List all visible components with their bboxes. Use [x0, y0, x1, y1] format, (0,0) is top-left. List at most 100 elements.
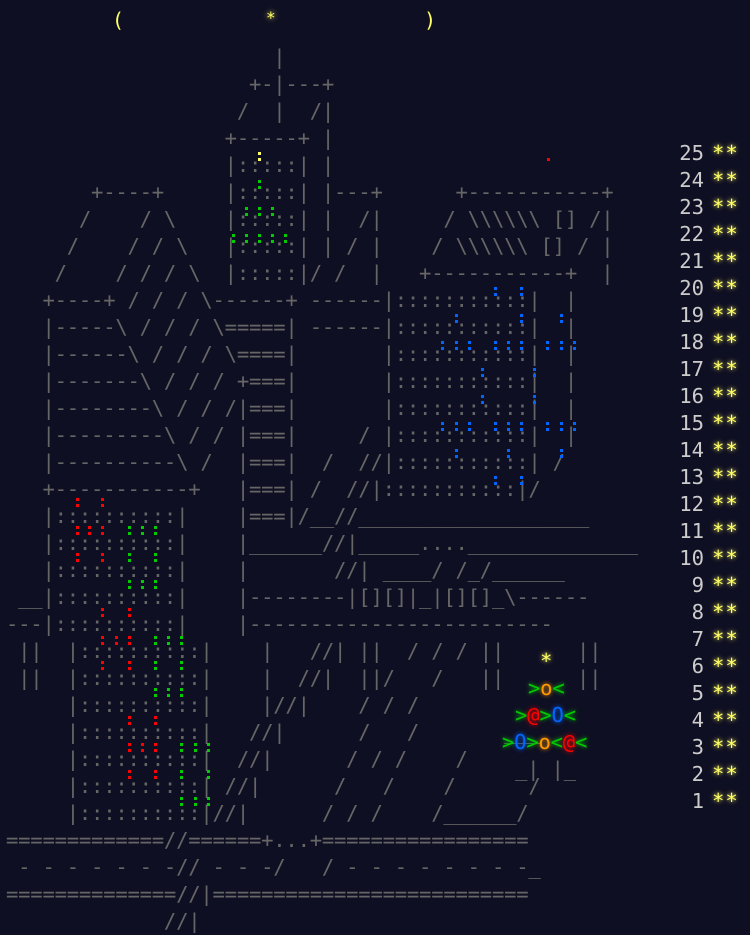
window-light [560, 422, 563, 425]
day-number: 13 [679, 465, 704, 489]
day-stars: ** [712, 762, 739, 786]
window-light [76, 526, 79, 529]
window-light [154, 642, 157, 645]
window-light [507, 341, 510, 344]
day-stars: ** [712, 654, 739, 678]
window-light [128, 667, 131, 670]
window-light [507, 455, 510, 458]
top-star: * [266, 8, 276, 27]
day-row[interactable]: 3 ** [668, 734, 748, 761]
window-light [468, 347, 471, 350]
ascii-line: |::::::::::| |//| / / / [6, 693, 420, 717]
window-light [115, 636, 118, 639]
day-stars: ** [712, 789, 739, 813]
day-row[interactable]: 7 ** [668, 626, 748, 653]
day-row[interactable]: 14 ** [668, 437, 748, 464]
day-row[interactable]: 6 ** [668, 653, 748, 680]
day-stars: ** [712, 519, 739, 543]
day-row[interactable]: 2 ** [668, 761, 748, 788]
window-light [271, 213, 274, 216]
window-light [154, 722, 157, 725]
window-light [128, 749, 131, 752]
day-stars: ** [712, 168, 739, 192]
window-light [128, 722, 131, 725]
window-light [573, 428, 576, 431]
window-light [141, 532, 144, 535]
day-row[interactable]: 17 ** [668, 356, 748, 383]
window-light [494, 422, 497, 425]
day-row[interactable]: 12 ** [668, 491, 748, 518]
day-row[interactable]: 15 ** [668, 410, 748, 437]
window-light [258, 152, 261, 155]
day-row[interactable]: 1 ** [668, 788, 748, 815]
day-row[interactable]: 25 ** [668, 140, 748, 167]
day-number: 9 [691, 573, 704, 597]
window-light [154, 661, 157, 664]
ascii-line: |:::::| | [6, 153, 335, 177]
window-light [128, 553, 131, 556]
window-light [481, 374, 484, 377]
day-row[interactable]: 10 ** [668, 545, 748, 572]
window-light [245, 207, 248, 210]
window-light [115, 642, 118, 645]
window-light [560, 428, 563, 431]
day-stars: ** [712, 465, 739, 489]
window-light [180, 749, 183, 752]
window-light [194, 797, 197, 800]
window-light [520, 482, 523, 485]
window-light [258, 180, 261, 183]
day-stars: ** [712, 735, 739, 759]
window-light [154, 580, 157, 583]
tree-row-2: >@>O< [515, 703, 576, 727]
day-stars: ** [712, 546, 739, 570]
day-stars: ** [712, 195, 739, 219]
window-light [258, 186, 261, 189]
window-light [180, 661, 183, 664]
day-row[interactable]: 5 ** [668, 680, 748, 707]
window-light [154, 526, 157, 529]
day-row[interactable]: 4 ** [668, 707, 748, 734]
day-number: 5 [691, 681, 704, 705]
window-light [88, 526, 91, 529]
window-light [520, 293, 523, 296]
day-row[interactable]: 13 ** [668, 464, 748, 491]
window-light [141, 749, 144, 752]
window-light [154, 716, 157, 719]
window-light [101, 642, 104, 645]
window-light [128, 716, 131, 719]
day-row[interactable]: 21 ** [668, 248, 748, 275]
day-row[interactable]: 8 ** [668, 599, 748, 626]
ascii-line: / | /| [6, 99, 335, 123]
day-stars: ** [712, 411, 739, 435]
window-light [507, 422, 510, 425]
window-light [194, 749, 197, 752]
day-row[interactable]: 16 ** [668, 383, 748, 410]
day-row[interactable]: 20 ** [668, 275, 748, 302]
window-light [546, 347, 549, 350]
window-light [180, 694, 183, 697]
window-light [101, 553, 104, 556]
window-light [520, 476, 523, 479]
window-light [533, 395, 536, 398]
window-light [154, 770, 157, 773]
window-light [207, 803, 210, 806]
day-number: 3 [691, 735, 704, 759]
day-row[interactable]: 11 ** [668, 518, 748, 545]
day-row[interactable]: 18 ** [668, 329, 748, 356]
day-stars: ** [712, 330, 739, 354]
day-stars: ** [712, 357, 739, 381]
window-light [154, 776, 157, 779]
window-light [573, 347, 576, 350]
day-row[interactable]: 22 ** [668, 221, 748, 248]
window-light [180, 636, 183, 639]
day-row[interactable]: 24 ** [668, 167, 748, 194]
ascii-line: |::::::::::| |===|/__//_________________… [6, 504, 590, 528]
day-row[interactable]: 23 ** [668, 194, 748, 221]
day-row[interactable]: 9 ** [668, 572, 748, 599]
ascii-line: //| [6, 909, 201, 933]
window-light [154, 636, 157, 639]
window-light [258, 213, 261, 216]
day-row[interactable]: 19 ** [668, 302, 748, 329]
window-light [167, 642, 170, 645]
ascii-line: |--------\ / / /|===| |:::::::::::| | [6, 396, 577, 420]
